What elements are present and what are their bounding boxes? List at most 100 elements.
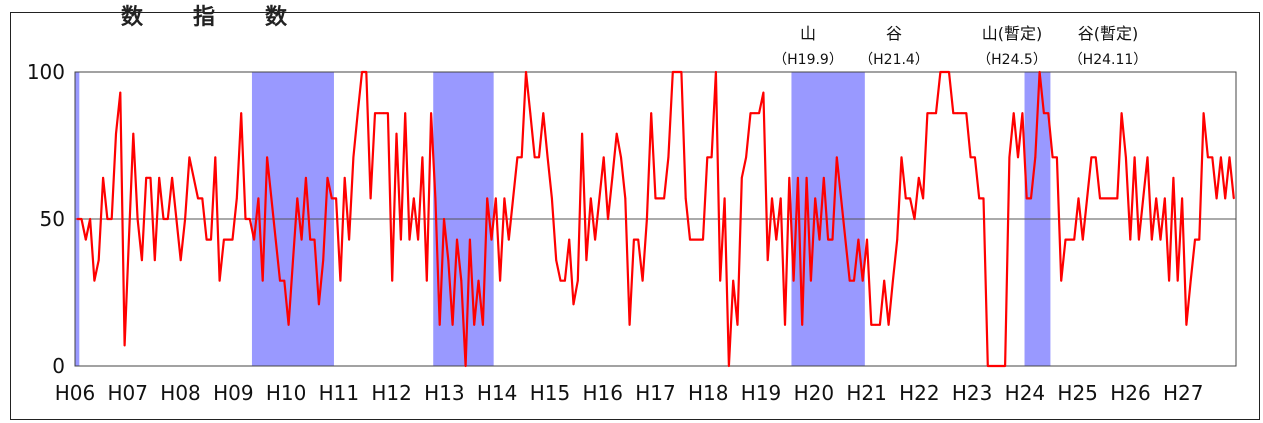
data-point: [313, 238, 316, 241]
data-point: [827, 238, 829, 241]
x-tick-label: H23: [952, 381, 993, 405]
data-point: [1051, 156, 1054, 159]
data-point: [283, 279, 286, 282]
data-point: [1138, 238, 1140, 241]
data-point: [995, 365, 998, 367]
data-point: [736, 323, 739, 326]
data-point: [1038, 71, 1041, 73]
data-point: [456, 238, 458, 241]
data-point: [611, 176, 614, 179]
data-point: [166, 218, 169, 220]
data-point: [909, 197, 911, 200]
data-point: [119, 91, 122, 94]
annotation-date: （H24.11）: [1069, 52, 1148, 68]
data-point: [831, 238, 834, 241]
data-point: [1224, 197, 1227, 200]
data-point: [201, 197, 204, 200]
data-point: [434, 197, 437, 200]
data-point: [874, 323, 877, 326]
x-tick-label: H14: [477, 381, 518, 405]
data-point: [779, 197, 782, 200]
data-point: [1047, 112, 1050, 115]
data-point: [1120, 112, 1123, 115]
data-point: [697, 238, 700, 241]
data-point: [1185, 323, 1188, 326]
data-point: [162, 218, 165, 220]
data-point: [1077, 197, 1080, 200]
data-point: [818, 238, 821, 241]
data-point: [127, 238, 130, 241]
data-point: [702, 238, 704, 241]
data-point: [192, 176, 195, 179]
data-point: [421, 156, 424, 159]
data-point: [296, 197, 299, 200]
data-point: [542, 112, 545, 115]
data-point: [723, 197, 726, 200]
data-point: [1215, 197, 1218, 200]
data-point: [706, 156, 709, 159]
data-point: [102, 176, 104, 179]
data-point: [391, 279, 394, 282]
data-point: [507, 238, 510, 241]
data-point: [615, 132, 618, 135]
data-point: [766, 259, 769, 262]
x-tick-label: H20: [794, 381, 835, 405]
data-point: [188, 156, 191, 159]
data-point: [417, 238, 419, 241]
data-point: [1198, 238, 1201, 241]
data-point: [775, 238, 778, 241]
data-point: [1172, 176, 1175, 179]
data-point: [805, 176, 808, 179]
annotation-label: 谷(暫定): [1078, 24, 1139, 43]
data-point: [974, 156, 976, 159]
data-point: [857, 238, 860, 241]
data-point: [693, 238, 696, 241]
data-point: [576, 279, 579, 282]
data-point: [602, 156, 605, 159]
x-tick-label: H24: [1005, 381, 1046, 405]
data-point: [339, 279, 342, 282]
x-tick-label: H15: [530, 381, 571, 405]
data-point: [948, 71, 950, 73]
data-point: [620, 156, 622, 159]
data-point: [866, 238, 868, 241]
data-point: [438, 323, 441, 326]
data-point: [628, 323, 631, 326]
data-point: [684, 197, 687, 200]
data-point: [149, 176, 152, 179]
data-point: [257, 197, 260, 200]
data-point: [141, 259, 143, 262]
data-point: [551, 197, 553, 200]
x-tick-label: H27: [1163, 381, 1204, 405]
data-point: [1021, 112, 1024, 115]
x-tick-label: H09: [213, 381, 254, 405]
data-point: [261, 279, 264, 282]
data-point: [486, 197, 489, 200]
data-point: [106, 218, 109, 220]
data-point: [844, 238, 847, 241]
data-point: [451, 323, 454, 326]
data-point: [1034, 156, 1037, 159]
data-point: [1008, 156, 1011, 159]
data-point: [801, 323, 804, 326]
data-point: [654, 197, 657, 200]
data-point: [1103, 197, 1106, 200]
data-point: [956, 112, 959, 115]
data-point: [935, 112, 937, 115]
x-tick-label: H10: [266, 381, 307, 405]
data-point: [598, 197, 601, 200]
data-point: [361, 71, 363, 73]
x-tick-label: H07: [108, 381, 149, 405]
data-point: [1064, 238, 1067, 241]
data-point: [546, 156, 549, 159]
data-point: [171, 176, 174, 179]
data-point: [235, 197, 238, 200]
x-tick-label: H26: [1110, 381, 1151, 405]
data-point: [76, 218, 79, 220]
x-tick-label: H16: [582, 381, 623, 405]
data-point: [784, 323, 786, 326]
data-point: [861, 279, 864, 282]
chart-title: 数 指 数: [121, 5, 302, 30]
data-point: [663, 197, 665, 200]
